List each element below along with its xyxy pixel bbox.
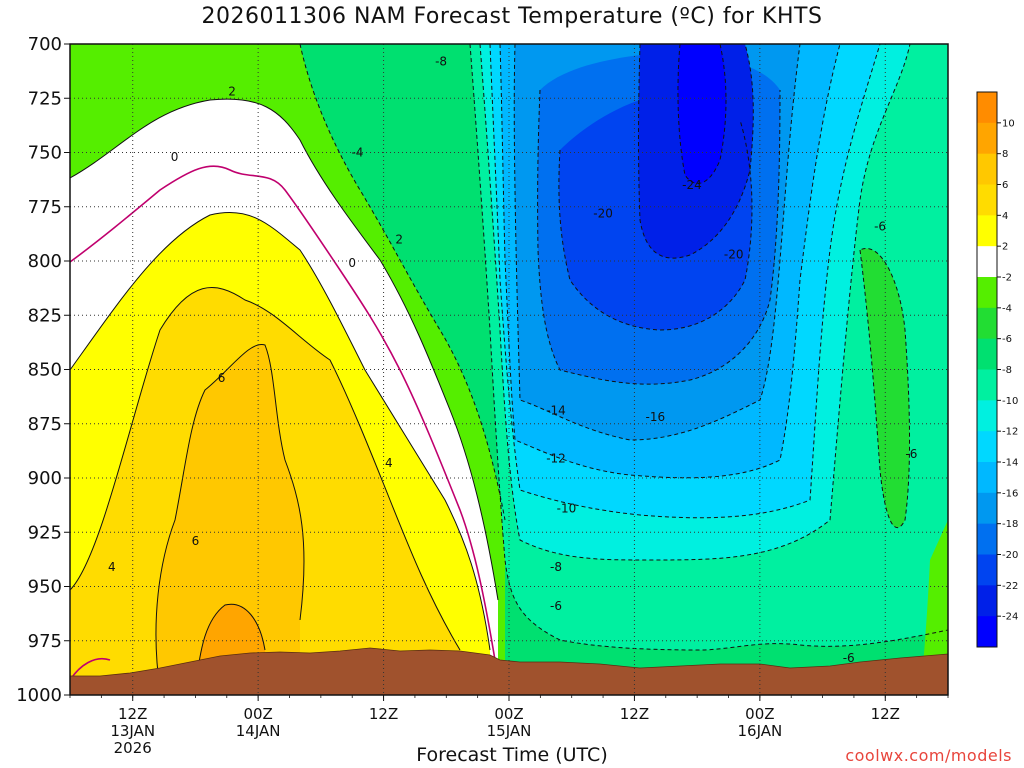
x-tick-label: 2026 [114, 739, 152, 757]
colorbar-label: 10 [1002, 118, 1015, 129]
colorbar-swatch [977, 400, 997, 432]
cold-contours [299, 44, 948, 651]
colorbar-swatch [977, 492, 997, 525]
colorbar-swatch [977, 431, 997, 463]
warm-contours [70, 98, 499, 691]
band-minus4-right [920, 520, 948, 695]
contour-labels: -8 2 0 -4 2 0 -24 -20 -20 -6 6 -14 -16 4 -12 -6 -10 6 -8 4 -… [108, 54, 917, 665]
contour-label: 2 [228, 85, 236, 99]
contour-label: -20 [724, 247, 744, 261]
x-tick-label: 12Z [369, 705, 398, 723]
x-tick-label: 13JAN [110, 722, 155, 740]
colorbar-label: -4 [1002, 303, 1012, 314]
colorbar-swatch [977, 554, 997, 586]
contour-label: -8 [435, 54, 447, 68]
colorbar-swatch [977, 122, 997, 155]
colorbar-label: -14 [1002, 458, 1018, 469]
colorbar-label: 2 [1002, 242, 1008, 253]
colorbar-swatch [977, 92, 997, 124]
y-tick-label: 725 [28, 88, 62, 109]
colorbar-swatch [977, 215, 997, 247]
colorbar-swatch [977, 153, 997, 185]
contour-label: -4 [351, 146, 363, 160]
contour-label: -12 [546, 451, 566, 465]
y-tick-label: 775 [28, 197, 62, 218]
contour-label: 4 [385, 456, 393, 470]
credit-link[interactable]: coolwx.com/models [845, 746, 1012, 765]
y-tick-label: 825 [28, 305, 62, 326]
colorbar-label: -24 [1002, 612, 1018, 623]
colorbar-label: -18 [1002, 519, 1018, 530]
colorbar-label: -6 [1002, 334, 1012, 345]
contour-label: -6 [550, 599, 562, 613]
y-tick-label: 800 [28, 251, 62, 272]
colorbar: 10 8 6 4 2 -2 -4 -6 -8 -10 -12 -14 -16 -18 -20 -22 -24 [976, 91, 1018, 648]
contour-label: -20 [593, 206, 613, 220]
colorbar-label: -16 [1002, 488, 1018, 499]
colorbar-label: 6 [1002, 180, 1008, 191]
x-tick-label: 16JAN [737, 722, 782, 740]
contour-label: 6 [218, 371, 226, 385]
contour-label: 4 [108, 560, 116, 574]
y-axis: 700 725 750 775 800 825 850 875 900 925 950 975 1000 [16, 34, 70, 706]
x-tick-label: 12Z [118, 705, 147, 723]
terrain [70, 647, 948, 695]
band-minus24 [677, 44, 726, 184]
colorbar-label: 8 [1002, 149, 1008, 160]
contour-label: -24 [682, 178, 702, 192]
x-axis-label: Forecast Time (UTC) [416, 744, 608, 766]
colorbar-swatch [977, 585, 997, 617]
contour-label: -8 [550, 560, 562, 574]
x-tick-label: 00Z [494, 705, 523, 723]
contour-label: -10 [557, 501, 577, 515]
y-tick-label: 875 [28, 414, 62, 435]
y-tick-label: 850 [28, 360, 62, 381]
colorbar-label: -12 [1002, 427, 1018, 438]
x-tick-label: 00Z [745, 705, 774, 723]
x-tick-label: 12Z [871, 705, 900, 723]
y-tick-label: 950 [28, 577, 62, 598]
band-plus6 [155, 344, 305, 695]
x-tick-label: 00Z [243, 705, 272, 723]
temperature-field: -8 2 0 -4 2 0 -24 -20 -20 -6 6 -14 -16 4 -12 -6 -10 6 -8 4 -… [70, 44, 948, 695]
contour-label: -16 [646, 410, 666, 424]
contour-label: 6 [192, 534, 200, 548]
contour-label: 0 [171, 150, 179, 164]
colorbar-swatch [977, 307, 997, 340]
contour-label: -6 [843, 651, 855, 665]
y-tick-label: 925 [28, 522, 62, 543]
colorbar-swatch [977, 277, 997, 309]
colorbar-swatch [977, 523, 997, 555]
colorbar-label: -20 [1002, 550, 1018, 561]
x-tick-label: 12Z [620, 705, 649, 723]
colorbar-swatch [977, 462, 997, 494]
colorbar-label: 4 [1002, 211, 1008, 222]
colorbar-label: -8 [1002, 365, 1012, 376]
chart-title: 2026011306 NAM Forecast Temperature (ºC)… [201, 4, 823, 29]
band-minus6-right [860, 248, 910, 528]
colorbar-swatch [977, 338, 997, 370]
grid-lines [70, 44, 948, 695]
colorbar-swatch [977, 184, 997, 216]
y-tick-label: 750 [28, 143, 62, 164]
colorbar-label: -10 [1002, 396, 1018, 407]
contour-label: 0 [348, 256, 356, 270]
contour-label: 2 [395, 232, 403, 246]
x-tick-label: 15JAN [487, 722, 532, 740]
contour-label: -6 [874, 219, 886, 233]
contour-label: -14 [546, 404, 566, 418]
y-tick-label: 1000 [16, 685, 62, 706]
colorbar-swatch [977, 369, 997, 401]
contour-label: -6 [905, 447, 917, 461]
x-tick-label: 14JAN [236, 722, 281, 740]
y-tick-label: 900 [28, 468, 62, 489]
y-tick-label: 700 [28, 34, 62, 55]
colorbar-label: -22 [1002, 581, 1018, 592]
colorbar-swatch [977, 246, 997, 278]
colorbar-label: -2 [1002, 273, 1012, 284]
colorbar-swatch [977, 616, 997, 648]
y-tick-label: 975 [28, 631, 62, 652]
